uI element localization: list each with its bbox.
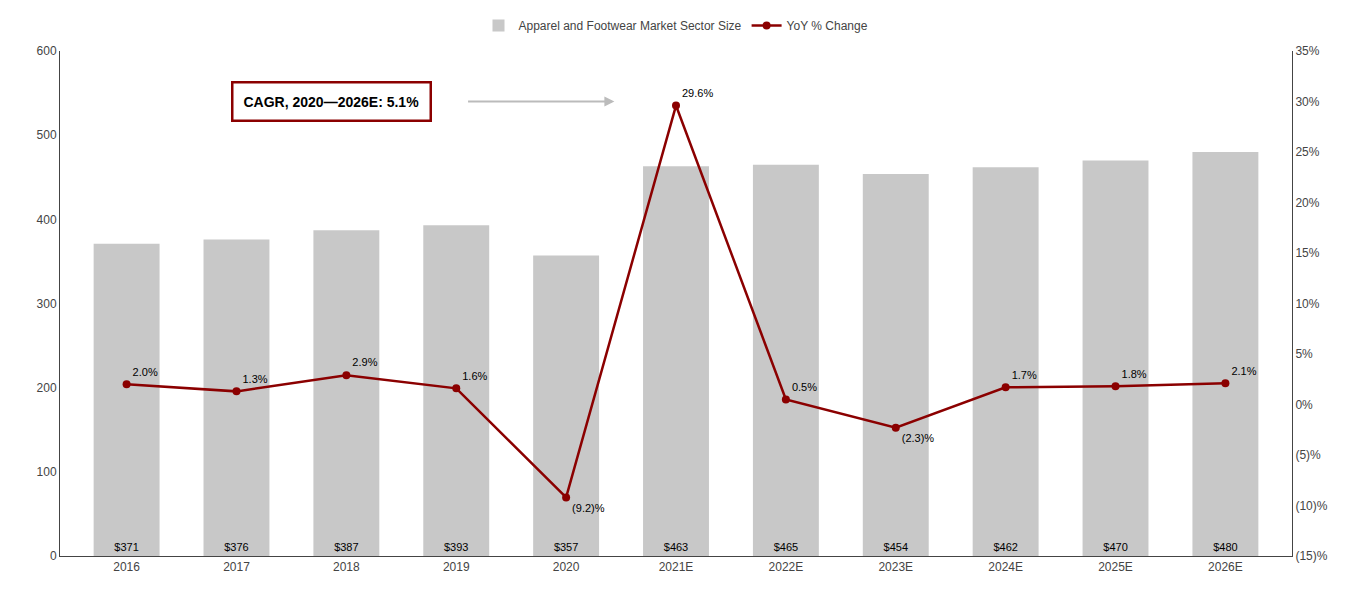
svg-text:Apparel and Footwear Market Se: Apparel and Footwear Market Sector Size (519, 19, 742, 33)
svg-text:2022E: 2022E (769, 560, 804, 574)
svg-text:$376: $376 (224, 541, 248, 553)
svg-text:$387: $387 (334, 541, 358, 553)
svg-text:$454: $454 (884, 541, 908, 553)
svg-text:300: 300 (37, 297, 57, 311)
svg-text:$357: $357 (554, 541, 578, 553)
svg-text:1.8%: 1.8% (1122, 368, 1147, 380)
svg-text:(9.2)%: (9.2)% (572, 502, 605, 514)
svg-text:$463: $463 (664, 541, 688, 553)
svg-text:25%: 25% (1295, 145, 1319, 159)
svg-text:200: 200 (37, 381, 57, 395)
svg-text:15%: 15% (1295, 246, 1319, 260)
svg-text:2018: 2018 (333, 560, 360, 574)
svg-text:$480: $480 (1213, 541, 1237, 553)
svg-text:0: 0 (50, 549, 57, 563)
svg-text:2020: 2020 (553, 560, 580, 574)
svg-text:1.3%: 1.3% (242, 373, 267, 385)
svg-text:$371: $371 (114, 541, 138, 553)
svg-text:2017: 2017 (223, 560, 250, 574)
svg-text:CAGR, 2020—2026E: 5.1%: CAGR, 2020—2026E: 5.1% (244, 94, 420, 110)
svg-text:$393: $393 (444, 541, 468, 553)
svg-text:(10)%: (10)% (1295, 499, 1327, 513)
svg-text:600: 600 (37, 44, 57, 58)
svg-text:2016: 2016 (113, 560, 140, 574)
svg-text:$470: $470 (1103, 541, 1127, 553)
svg-text:100: 100 (37, 465, 57, 479)
svg-text:$465: $465 (774, 541, 798, 553)
svg-text:0%: 0% (1295, 398, 1313, 412)
svg-text:10%: 10% (1295, 297, 1319, 311)
svg-text:$462: $462 (993, 541, 1017, 553)
svg-text:30%: 30% (1295, 95, 1319, 109)
svg-text:2.9%: 2.9% (352, 356, 377, 368)
svg-text:YoY % Change: YoY % Change (787, 19, 868, 33)
svg-text:29.6%: 29.6% (682, 87, 713, 99)
svg-text:2025E: 2025E (1098, 560, 1133, 574)
svg-text:(2.3)%: (2.3)% (902, 432, 935, 444)
svg-text:2026E: 2026E (1208, 560, 1243, 574)
svg-text:5%: 5% (1295, 347, 1313, 361)
svg-text:500: 500 (37, 128, 57, 142)
svg-text:35%: 35% (1295, 44, 1319, 58)
svg-text:2.0%: 2.0% (133, 366, 158, 378)
svg-text:1.6%: 1.6% (462, 370, 487, 382)
svg-text:1.7%: 1.7% (1012, 369, 1037, 381)
svg-text:20%: 20% (1295, 196, 1319, 210)
svg-text:2021E: 2021E (659, 560, 694, 574)
svg-text:2.1%: 2.1% (1231, 365, 1256, 377)
svg-text:(15)%: (15)% (1295, 549, 1327, 563)
svg-text:2024E: 2024E (988, 560, 1023, 574)
svg-text:400: 400 (37, 213, 57, 227)
svg-text:2019: 2019 (443, 560, 470, 574)
svg-text:0.5%: 0.5% (792, 381, 817, 393)
svg-text:(5)%: (5)% (1295, 448, 1321, 462)
svg-text:2023E: 2023E (878, 560, 913, 574)
